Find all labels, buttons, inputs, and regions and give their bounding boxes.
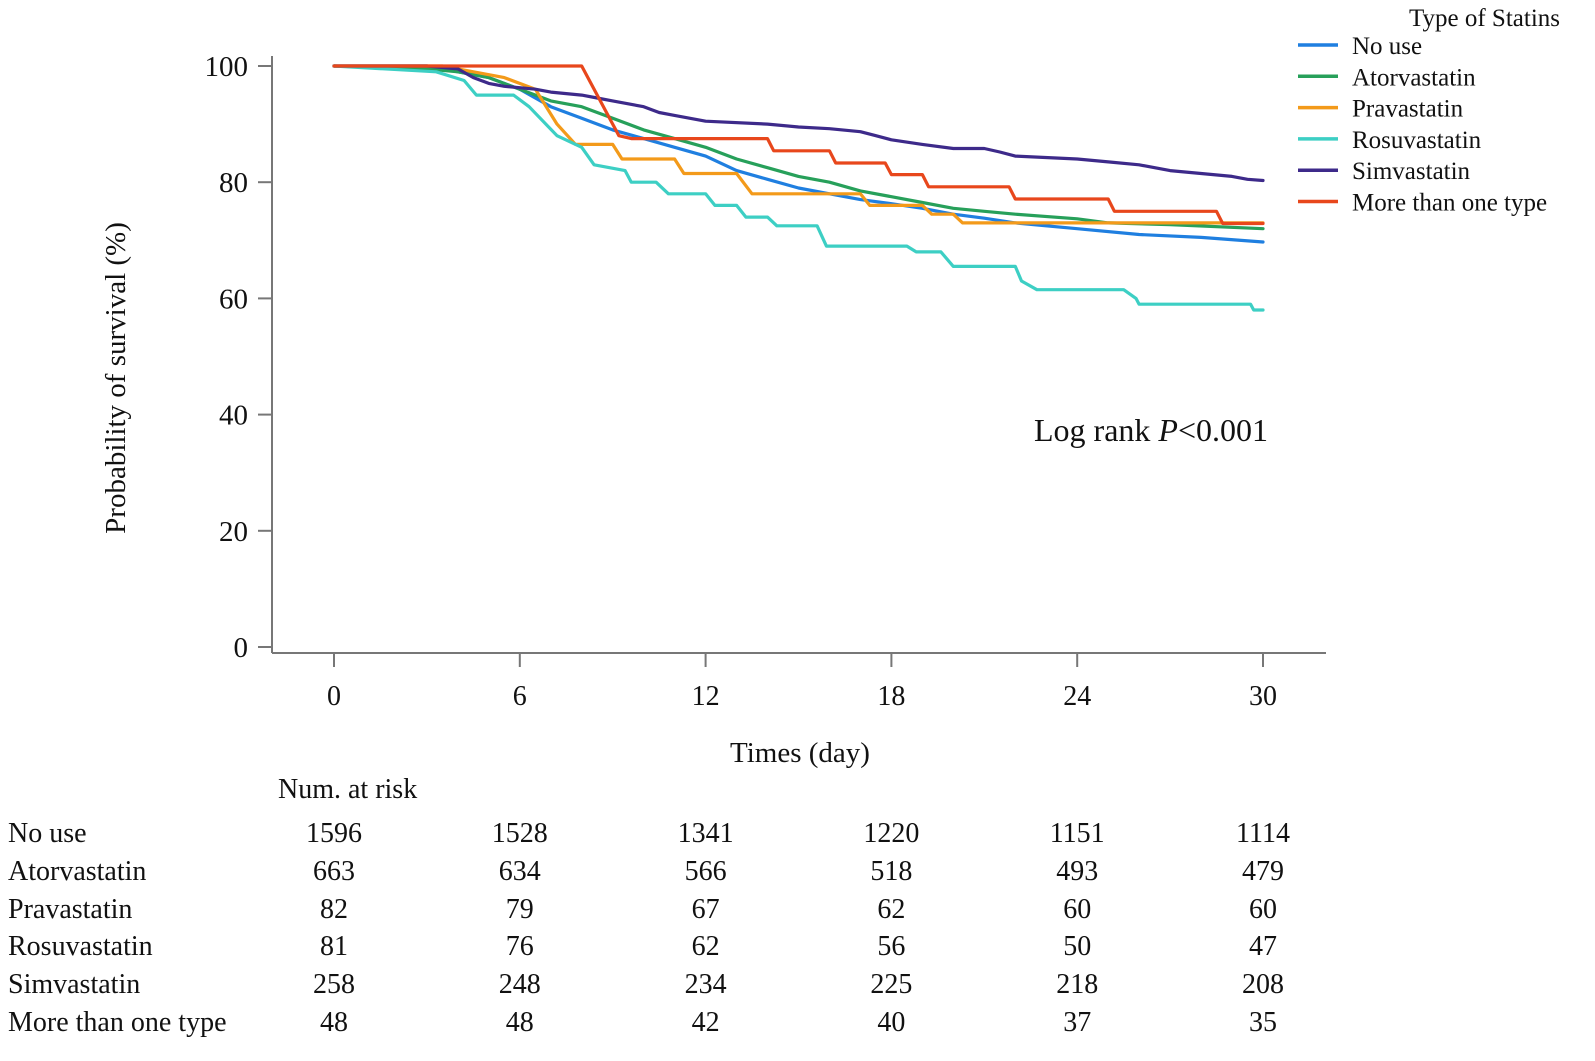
legend-label: Rosuvastatin (1352, 127, 1482, 154)
x-ticks: 0 6 12 18 24 30 (327, 653, 1277, 712)
curve-rosuvastatin (332, 64, 1265, 312)
risk-value: 1596 (306, 818, 362, 849)
y-tick-label: 40 (219, 400, 248, 432)
x-tick-label: 24 (1063, 681, 1091, 712)
risk-value: 48 (320, 1007, 348, 1038)
legend-label: Simvastatin (1352, 158, 1471, 185)
risk-value: 82 (320, 894, 348, 925)
risk-value: 234 (685, 969, 727, 1000)
risk-value: 47 (1249, 931, 1277, 962)
risk-row-label: More than one type (8, 1007, 227, 1038)
risk-value: 1341 (678, 818, 734, 849)
risk-value: 634 (499, 856, 541, 887)
risk-value: 1151 (1050, 818, 1105, 849)
log-rank-annotation: Log rank P<0.001 (1034, 412, 1268, 448)
y-tick-label: 0 (234, 632, 249, 664)
risk-value: 35 (1249, 1007, 1277, 1038)
risk-value: 493 (1056, 856, 1098, 887)
x-axis-label: Times (day) (730, 737, 870, 769)
risk-value: 208 (1242, 969, 1284, 1000)
annotation-p: P (1157, 412, 1178, 448)
risk-value: 1528 (492, 818, 548, 849)
risk-table: Num. at risk No use 1596 1528 1341 1220 1151 1… (8, 774, 1290, 1038)
y-tick-label: 80 (219, 167, 248, 199)
risk-value: 42 (692, 1007, 720, 1038)
risk-value: 225 (870, 969, 912, 1000)
risk-row-label: Pravastatin (8, 894, 132, 925)
risk-value: 1220 (863, 818, 919, 849)
y-tick-label: 60 (219, 283, 248, 315)
risk-value: 62 (692, 931, 720, 962)
risk-value: 67 (692, 894, 720, 925)
y-axis-label: Probability of survival (%) (100, 222, 132, 534)
risk-value: 218 (1056, 969, 1098, 1000)
annotation-prefix: Log rank (1034, 412, 1158, 448)
risk-value: 79 (506, 894, 534, 925)
curve-simvastatin (332, 64, 1265, 183)
y-tick-label: 100 (205, 51, 249, 83)
risk-value: 76 (506, 931, 534, 962)
risk-value: 248 (499, 969, 541, 1000)
risk-value: 56 (877, 931, 905, 962)
legend-label: Atorvastatin (1352, 64, 1476, 91)
curve-pravastatin (332, 64, 1265, 225)
risk-value: 62 (877, 894, 905, 925)
x-tick-label: 30 (1249, 681, 1277, 712)
legend: Type of Statins No use Atorvastatin Pravas… (1298, 5, 1560, 217)
risk-value: 40 (877, 1007, 905, 1038)
risk-table-title: Num. at risk (278, 774, 417, 805)
annotation-suffix: <0.001 (1178, 412, 1268, 448)
risk-value: 1114 (1236, 818, 1290, 849)
y-ticks: 0 20 40 60 80 100 (205, 51, 272, 664)
risk-row-label: Simvastatin (8, 969, 140, 1000)
legend-label: Pravastatin (1352, 96, 1464, 123)
legend-label: No use (1352, 33, 1422, 60)
x-tick-label: 6 (513, 681, 527, 712)
risk-value: 258 (313, 969, 355, 1000)
y-tick-label: 20 (219, 516, 248, 548)
risk-value: 50 (1063, 931, 1091, 962)
risk-value: 60 (1063, 894, 1091, 925)
risk-row-label: Atorvastatin (8, 856, 146, 887)
risk-value: 60 (1249, 894, 1277, 925)
risk-value: 479 (1242, 856, 1284, 887)
x-tick-label: 18 (877, 681, 905, 712)
risk-value: 37 (1063, 1007, 1091, 1038)
risk-row-label: No use (8, 818, 87, 849)
risk-value: 663 (313, 856, 355, 887)
survival-curves (332, 64, 1265, 312)
risk-value: 48 (506, 1007, 534, 1038)
x-tick-label: 12 (692, 681, 720, 712)
axes (271, 56, 1326, 654)
risk-value: 566 (685, 856, 727, 887)
curve-more-than-one-type (332, 64, 1265, 226)
risk-value: 518 (870, 856, 912, 887)
risk-value: 81 (320, 931, 348, 962)
risk-row-label: Rosuvastatin (8, 931, 153, 962)
legend-label: More than one type (1352, 190, 1547, 217)
legend-title: Type of Statins (1409, 5, 1560, 32)
x-tick-label: 0 (327, 681, 341, 712)
